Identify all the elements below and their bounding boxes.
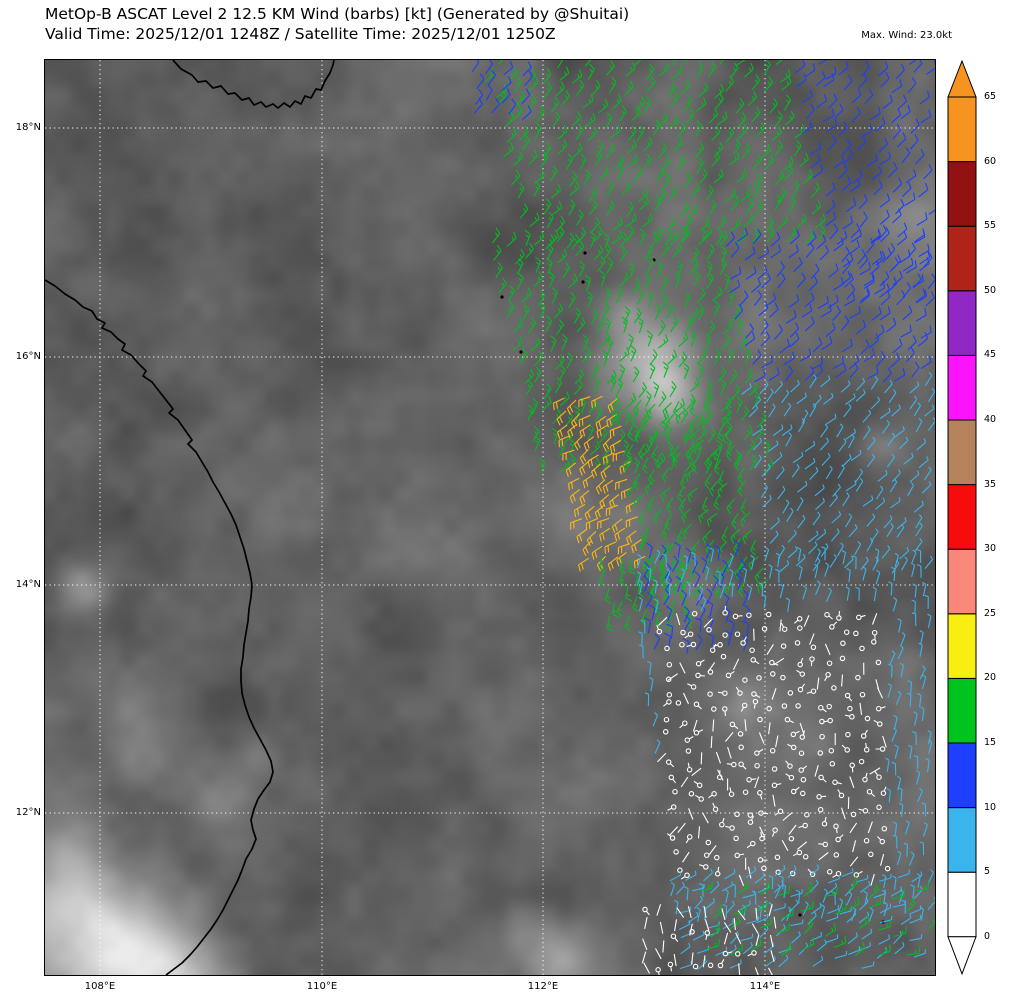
colorbar-segment [947, 354, 977, 421]
colorbar-segment [947, 484, 977, 550]
colorbar-segment [947, 677, 977, 744]
wind-barb-group-bottom-green [699, 876, 935, 957]
colorbar-segment [947, 613, 977, 679]
x-tick-label: 110°E [306, 981, 338, 992]
calm-circle-group-calm-field [656, 605, 891, 880]
colorbar-arrow [947, 60, 977, 98]
plot-title: MetOp-B ASCAT Level 2 12.5 KM Wind (barb… [45, 5, 630, 23]
colorbar-segment [947, 871, 977, 938]
colorbar-segment [947, 161, 977, 227]
colorbar-segment [947, 96, 977, 163]
colorbar-tick-label: 30 [984, 543, 997, 555]
colorbar-tick-label: 5 [984, 866, 991, 878]
satellite-image [45, 60, 935, 975]
colorbar-tick-label: 45 [984, 349, 997, 361]
wind-barb-group-top-blue-right [795, 60, 935, 304]
colorbar-segment [947, 742, 977, 809]
wind-barbs [471, 60, 935, 975]
calm-circle-group-bottom-white [642, 906, 757, 975]
colorbar-tick-label: 55 [984, 220, 997, 232]
colorbar-tick-label: 20 [984, 672, 997, 684]
colorbar-segment [947, 225, 977, 292]
colorbar-segment [947, 290, 977, 356]
colorbar-tick-label: 10 [984, 801, 997, 813]
wind-speed-colorbar: 0 5 10 15 20 25 30 35 40 45 50 55 60 65 [947, 60, 1009, 976]
wind-barb-group-mid-green [491, 226, 774, 474]
colorbar-segment [947, 807, 977, 873]
x-tick-label: 114°E [749, 981, 781, 992]
colorbar-segment [947, 548, 977, 615]
colorbar-tick-label: 60 [984, 155, 997, 167]
colorbar-arrow [947, 936, 977, 976]
colorbar-graphic [947, 60, 977, 976]
map-overlay [45, 60, 935, 975]
plot-subtitle-valid-time: Valid Time: 2025/12/01 1248Z / Satellite… [45, 25, 556, 43]
wind-barb-group-blue-neck [643, 539, 750, 654]
wind-barb-group-lower-cyan [636, 546, 934, 922]
colorbar-tick-label: 40 [984, 414, 997, 425]
colorbar-tick-label: 15 [984, 737, 997, 748]
colorbar-tick-label: 65 [984, 91, 997, 102]
satellite-map [44, 59, 936, 976]
coastline [45, 60, 335, 975]
colorbar-tick-label: 50 [984, 284, 997, 296]
x-tick-label: 112°E [527, 981, 559, 992]
wind-barb-group-top-green [484, 60, 826, 249]
colorbar-tick-label: 25 [984, 607, 997, 619]
wind-barb-group-green-hook [613, 395, 768, 601]
wind-barb-group-yellow-hook [552, 395, 646, 572]
wind-barb-group-calm-field [657, 613, 887, 887]
lat-lon-gridlines [45, 60, 935, 975]
wind-barb-group-mid-blue [725, 226, 935, 383]
colorbar-segment [947, 419, 977, 486]
wind-barb-group-mid-cyan [741, 372, 935, 574]
y-tick-label: 14°N [15, 579, 41, 590]
wind-barb-group-top-blue-left [471, 60, 533, 121]
y-tick-label: 16°N [15, 351, 41, 362]
y-tick-label: 18°N [15, 122, 41, 133]
max-wind-label: Max. Wind: 23.0kt [861, 30, 952, 41]
x-tick-label: 108°E [84, 981, 116, 992]
y-tick-label: 12°N [15, 807, 41, 818]
colorbar-tick-label: 35 [984, 478, 997, 490]
colorbar-tick-label: 0 [984, 930, 991, 942]
